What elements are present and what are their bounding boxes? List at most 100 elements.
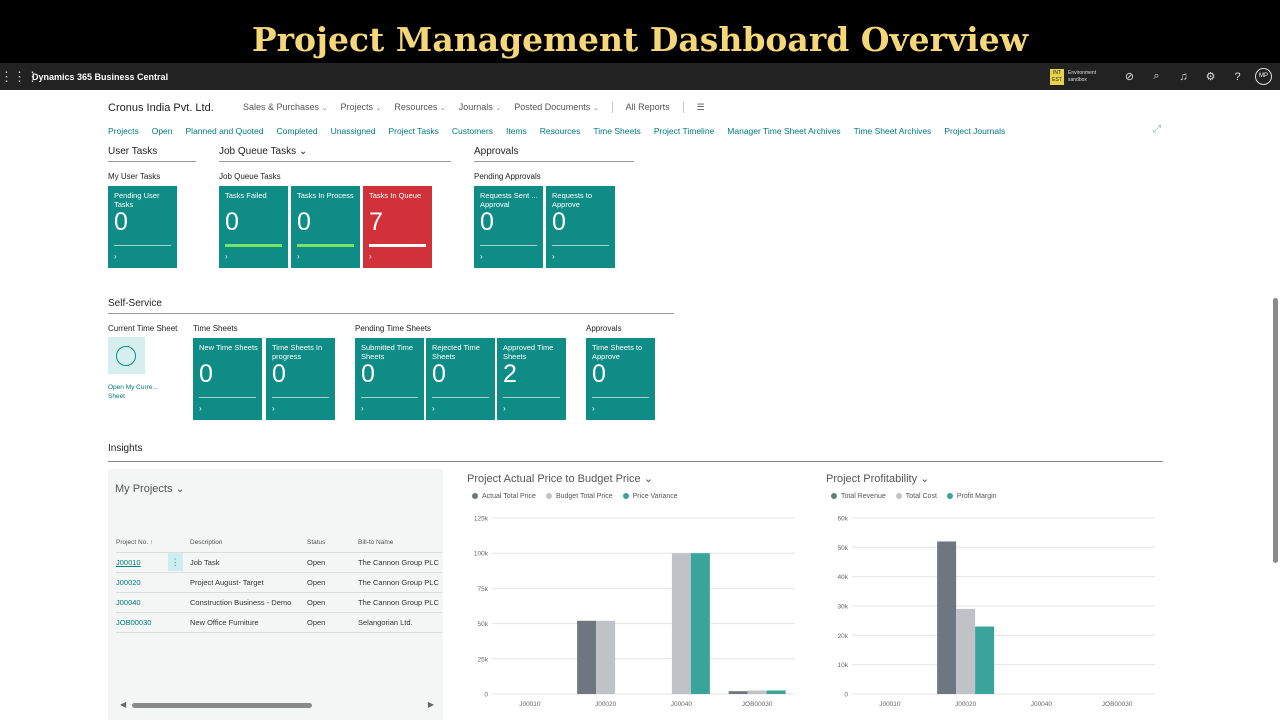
link-ts-archives[interactable]: Time Sheet Archives — [853, 126, 932, 136]
link-customers[interactable]: Customers — [451, 126, 493, 136]
tile-tasks-failed[interactable]: Tasks Failed 0 › — [219, 186, 288, 268]
tile-requests-to-approve[interactable]: Requests to Approve 0 › — [546, 186, 615, 268]
link-resources[interactable]: Resources — [539, 126, 581, 136]
table-row[interactable]: JOB00030 New Office Furniture Open Selan… — [116, 612, 442, 633]
expand-icon[interactable]: ⤢ — [1153, 124, 1161, 135]
tile-new-time-sheets[interactable]: New Time Sheets 0 › — [193, 338, 262, 420]
link-time-sheets[interactable]: Time Sheets — [593, 126, 641, 136]
legend-item[interactable]: Total Revenue — [831, 493, 886, 500]
scroll-left-icon[interactable]: ◀ — [120, 700, 127, 709]
table-row[interactable]: J00020 Project August- Target Open The C… — [116, 572, 442, 593]
tile-tasks-in-process[interactable]: Tasks In Process 0 › — [291, 186, 360, 268]
column-header[interactable]: Bill-to Name — [358, 534, 442, 553]
bar-total-cost[interactable] — [956, 608, 976, 694]
nav-sales-purchases[interactable]: Sales & Purchases ⌄ — [230, 102, 340, 113]
horizontal-scrollbar[interactable]: ◀ ▶ — [118, 700, 436, 710]
project-description: Construction Business - Demo — [190, 592, 307, 613]
bar-actual-total-price[interactable] — [728, 691, 748, 694]
tile-value: 0 — [592, 360, 606, 388]
link-project-tasks[interactable]: Project Tasks — [388, 126, 439, 136]
nav-all-reports[interactable]: All Reports — [611, 102, 683, 113]
current-time-sheet-tile[interactable] — [108, 337, 145, 374]
scroll-right-icon[interactable]: ▶ — [427, 700, 434, 709]
search-icon[interactable]: ⌕ — [1153, 70, 1160, 82]
section-insights[interactable]: Insights — [108, 443, 143, 454]
company-name[interactable]: Cronus India Pvt. Ltd. — [108, 102, 214, 114]
project-no-link[interactable]: J00040 — [116, 592, 190, 613]
section-user-tasks[interactable]: User Tasks — [108, 146, 196, 162]
column-header[interactable]: Status — [307, 534, 358, 553]
avatar[interactable]: MP — [1255, 68, 1272, 85]
link-projects[interactable]: Projects — [108, 126, 139, 136]
tile-approved-time-sheets[interactable]: Approved Time Sheets 2 › — [497, 338, 566, 420]
gear-icon[interactable]: ⚙ — [1205, 71, 1216, 83]
bar-actual-total-price[interactable] — [577, 620, 597, 694]
chevron-right-icon: › — [114, 252, 117, 261]
bar-total-revenue[interactable] — [937, 541, 957, 694]
link-project-timeline[interactable]: Project Timeline — [653, 126, 715, 136]
chart-price-to-budget: 0 25k 50k 75k 100k 125k J00010 J00020 J00040 JOB0… — [474, 516, 795, 708]
copilot-icon[interactable]: ⊘ — [1124, 71, 1135, 83]
legend-item[interactable]: Budget Total Price — [545, 493, 613, 500]
environment-info[interactable]: Environment sandbox — [1068, 70, 1104, 84]
open-current-time-sheet-link[interactable]: Open My Curre... Sheet — [108, 384, 158, 400]
link-open[interactable]: Open — [151, 126, 173, 136]
column-header[interactable]: Project No. ↑ — [116, 534, 190, 553]
link-completed[interactable]: Completed — [276, 126, 318, 136]
bar-price-variance[interactable] — [766, 690, 786, 694]
bar-budget-total-price[interactable] — [671, 553, 691, 694]
top-bar-actions: INT EST Environment sandbox ⊘ ⌕ ♫ ⚙ ? MP — [1050, 63, 1272, 90]
link-items[interactable]: Items — [505, 126, 527, 136]
link-manager-ts-archives[interactable]: Manager Time Sheet Archives — [727, 126, 841, 136]
bar-profit-margin[interactable] — [975, 626, 995, 694]
tile-value: 0 — [114, 208, 128, 236]
project-no-link[interactable]: JOB00030 — [116, 612, 190, 633]
project-no-link[interactable]: J00010 ⋮ — [116, 552, 190, 573]
nav-projects[interactable]: Projects ⌄ — [340, 102, 394, 113]
tile-time-sheets-to-approve[interactable]: Time Sheets to Approve 0 › — [586, 338, 655, 420]
legend-item[interactable]: Actual Total Price — [472, 493, 536, 500]
environment-badge[interactable]: INT EST — [1050, 68, 1064, 85]
tile-submitted-time-sheets[interactable]: Submitted Time Sheets 0 › — [355, 338, 424, 420]
scroll-thumb[interactable] — [1273, 298, 1278, 563]
chart-title-profitability[interactable]: Project Profitability ⌄ — [826, 472, 929, 485]
legend-item[interactable]: Price Variance — [622, 493, 678, 500]
scroll-thumb[interactable] — [132, 703, 312, 708]
tile-label: New Time Sheets — [199, 343, 258, 352]
chevron-right-icon: › — [503, 404, 506, 413]
app-name[interactable]: Dynamics 365 Business Central — [32, 71, 169, 82]
section-approvals[interactable]: Approvals — [474, 146, 634, 162]
tile-rejected-time-sheets[interactable]: Rejected Time Sheets 0 › — [426, 338, 495, 420]
link-planned-quoted[interactable]: Planned and Quoted — [185, 126, 264, 136]
nav-journals[interactable]: Journals ⌄ — [459, 102, 514, 113]
bar-price-variance[interactable] — [690, 553, 710, 694]
more-options-icon[interactable]: ⋮ — [167, 553, 183, 571]
section-self-service[interactable]: Self-Service — [108, 298, 674, 314]
chevron-down-icon: ⌄ — [321, 105, 328, 112]
legend-item[interactable]: Profit Margin — [946, 493, 997, 500]
bar-budget-total-price[interactable] — [747, 690, 767, 694]
link-unassigned[interactable]: Unassigned — [330, 126, 376, 136]
bell-icon[interactable]: ♫ — [1179, 70, 1188, 83]
tile-requests-sent-approval[interactable]: Requests Sent ... Approval 0 › — [474, 186, 543, 268]
help-icon[interactable]: ? — [1234, 70, 1241, 83]
nav-posted-documents[interactable]: Posted Documents ⌄ — [514, 102, 611, 113]
link-project-journals[interactable]: Project Journals — [944, 126, 1006, 136]
table-row[interactable]: J00040 Construction Business - Demo Open… — [116, 592, 442, 613]
bar-budget-total-price[interactable] — [596, 620, 616, 694]
waffle-icon[interactable]: ⋮⋮⋮ — [0, 68, 39, 84]
group-my-user-tasks: My User Tasks — [108, 172, 161, 181]
nav-resources[interactable]: Resources ⌄ — [394, 102, 458, 113]
section-job-queue[interactable]: Job Queue Tasks ⌄ — [219, 146, 451, 162]
vertical-scrollbar[interactable] — [1272, 150, 1279, 720]
column-header[interactable]: Description — [190, 534, 307, 553]
tile-tasks-in-queue[interactable]: Tasks In Queue 7 › — [363, 186, 432, 268]
my-projects-title[interactable]: My Projects ⌄ — [115, 482, 185, 495]
chart-title-price[interactable]: Project Actual Price to Budget Price ⌄ — [467, 472, 653, 485]
table-row[interactable]: J00010 ⋮ Job Task Open The Cannon Group P… — [116, 552, 442, 573]
tile-pending-user-tasks[interactable]: Pending User Tasks 0 › — [108, 186, 177, 268]
hamburger-menu-icon[interactable]: ☰ — [682, 102, 718, 113]
tile-time-sheets-in-progress[interactable]: Time Sheets In progress 0 › — [266, 338, 335, 420]
project-no-link[interactable]: J00020 — [116, 572, 190, 593]
legend-item[interactable]: Total Cost — [895, 493, 937, 500]
